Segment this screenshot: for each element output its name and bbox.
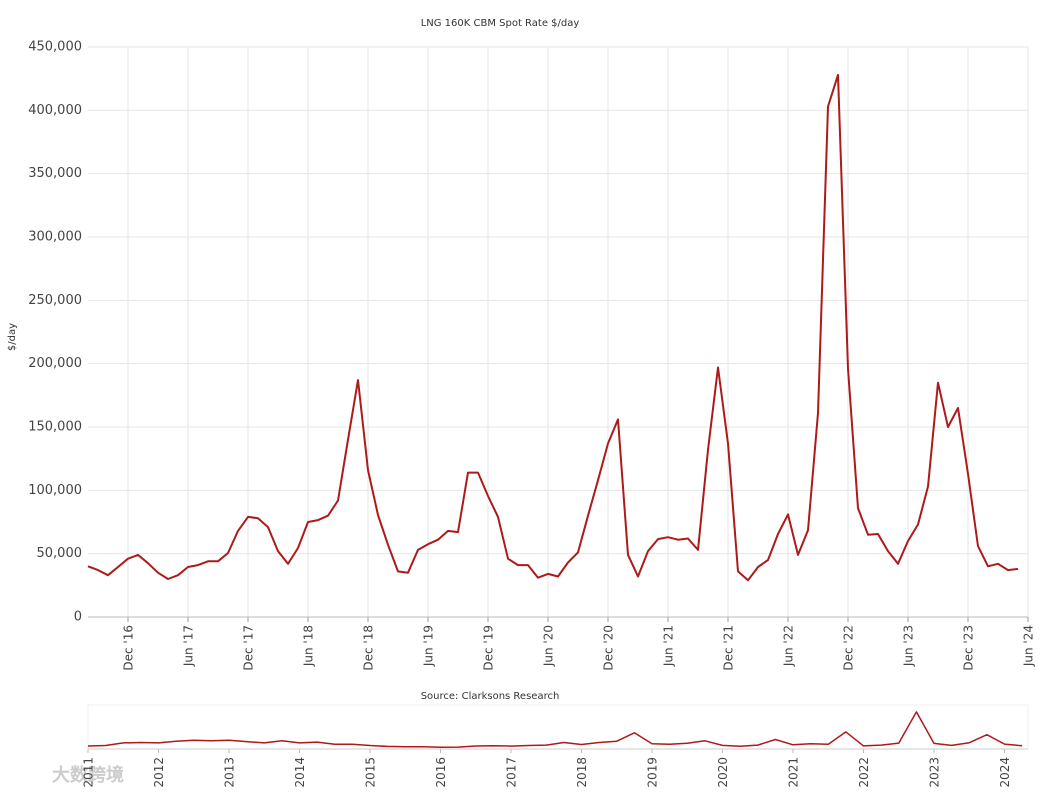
x-tick-label: Dec '16 [122, 625, 136, 671]
x-tick-label: Dec '18 [362, 625, 376, 671]
x-tick-label: 2018 [575, 757, 589, 788]
x-tick-label: Dec '20 [602, 625, 616, 671]
x-tick-label: Jun '24 [1022, 625, 1036, 667]
y-tick-label: 300,000 [28, 230, 82, 245]
x-tick-label: 2022 [857, 757, 871, 788]
x-tick-label: Dec '22 [842, 625, 856, 671]
x-tick-label: 2024 [998, 757, 1012, 788]
x-tick-label: 2016 [434, 757, 448, 788]
x-tick-label: 2020 [716, 757, 730, 788]
x-tick-label: 2013 [223, 757, 237, 788]
x-tick-label: 2021 [787, 757, 801, 788]
x-tick-label: 2017 [505, 757, 519, 788]
y-tick-label: 450,000 [28, 40, 82, 55]
y-tick-label: 100,000 [28, 483, 82, 498]
x-tick-label: 2015 [364, 757, 378, 788]
y-axis-label: $/day [7, 323, 18, 351]
y-tick-label: 250,000 [28, 293, 82, 308]
navigator-frame [87, 704, 1029, 750]
x-tick-label: 2014 [293, 757, 307, 788]
y-tick-label: 400,000 [28, 103, 82, 118]
x-tick-label: Jun '20 [542, 625, 556, 667]
x-tick-label: Jun '17 [182, 625, 196, 667]
x-tick-label: Jun '19 [422, 625, 436, 667]
y-tick-label: 150,000 [28, 420, 82, 435]
chart-title: LNG 160K CBM Spot Rate $/day [421, 18, 580, 29]
y-tick-label: 200,000 [28, 356, 82, 371]
data-line [87, 73, 1019, 582]
x-tick-label: 2019 [646, 757, 660, 788]
y-tick-label: 0 [74, 610, 82, 625]
x-tick-label: Jun '21 [662, 625, 676, 667]
data-line [87, 711, 1023, 749]
x-tick-label: 2011 [82, 757, 96, 788]
x-tick-label: Dec '23 [962, 625, 976, 671]
y-tick-label: 50,000 [37, 546, 83, 561]
x-tick-label: 2023 [928, 757, 942, 788]
y-tick-label: 350,000 [28, 166, 82, 181]
x-tick-label: Dec '17 [242, 625, 256, 671]
watermark: 大数跨境 [52, 764, 124, 786]
x-tick-label: Jun '18 [302, 625, 316, 667]
source-note: Source: Clarksons Research [421, 691, 560, 702]
x-tick-label: Dec '21 [722, 625, 736, 671]
x-tick-label: Jun '23 [902, 625, 916, 667]
x-tick-label: Jun '22 [782, 625, 796, 667]
x-tick-label: 2012 [152, 757, 166, 788]
x-tick-label: Dec '19 [482, 625, 496, 671]
